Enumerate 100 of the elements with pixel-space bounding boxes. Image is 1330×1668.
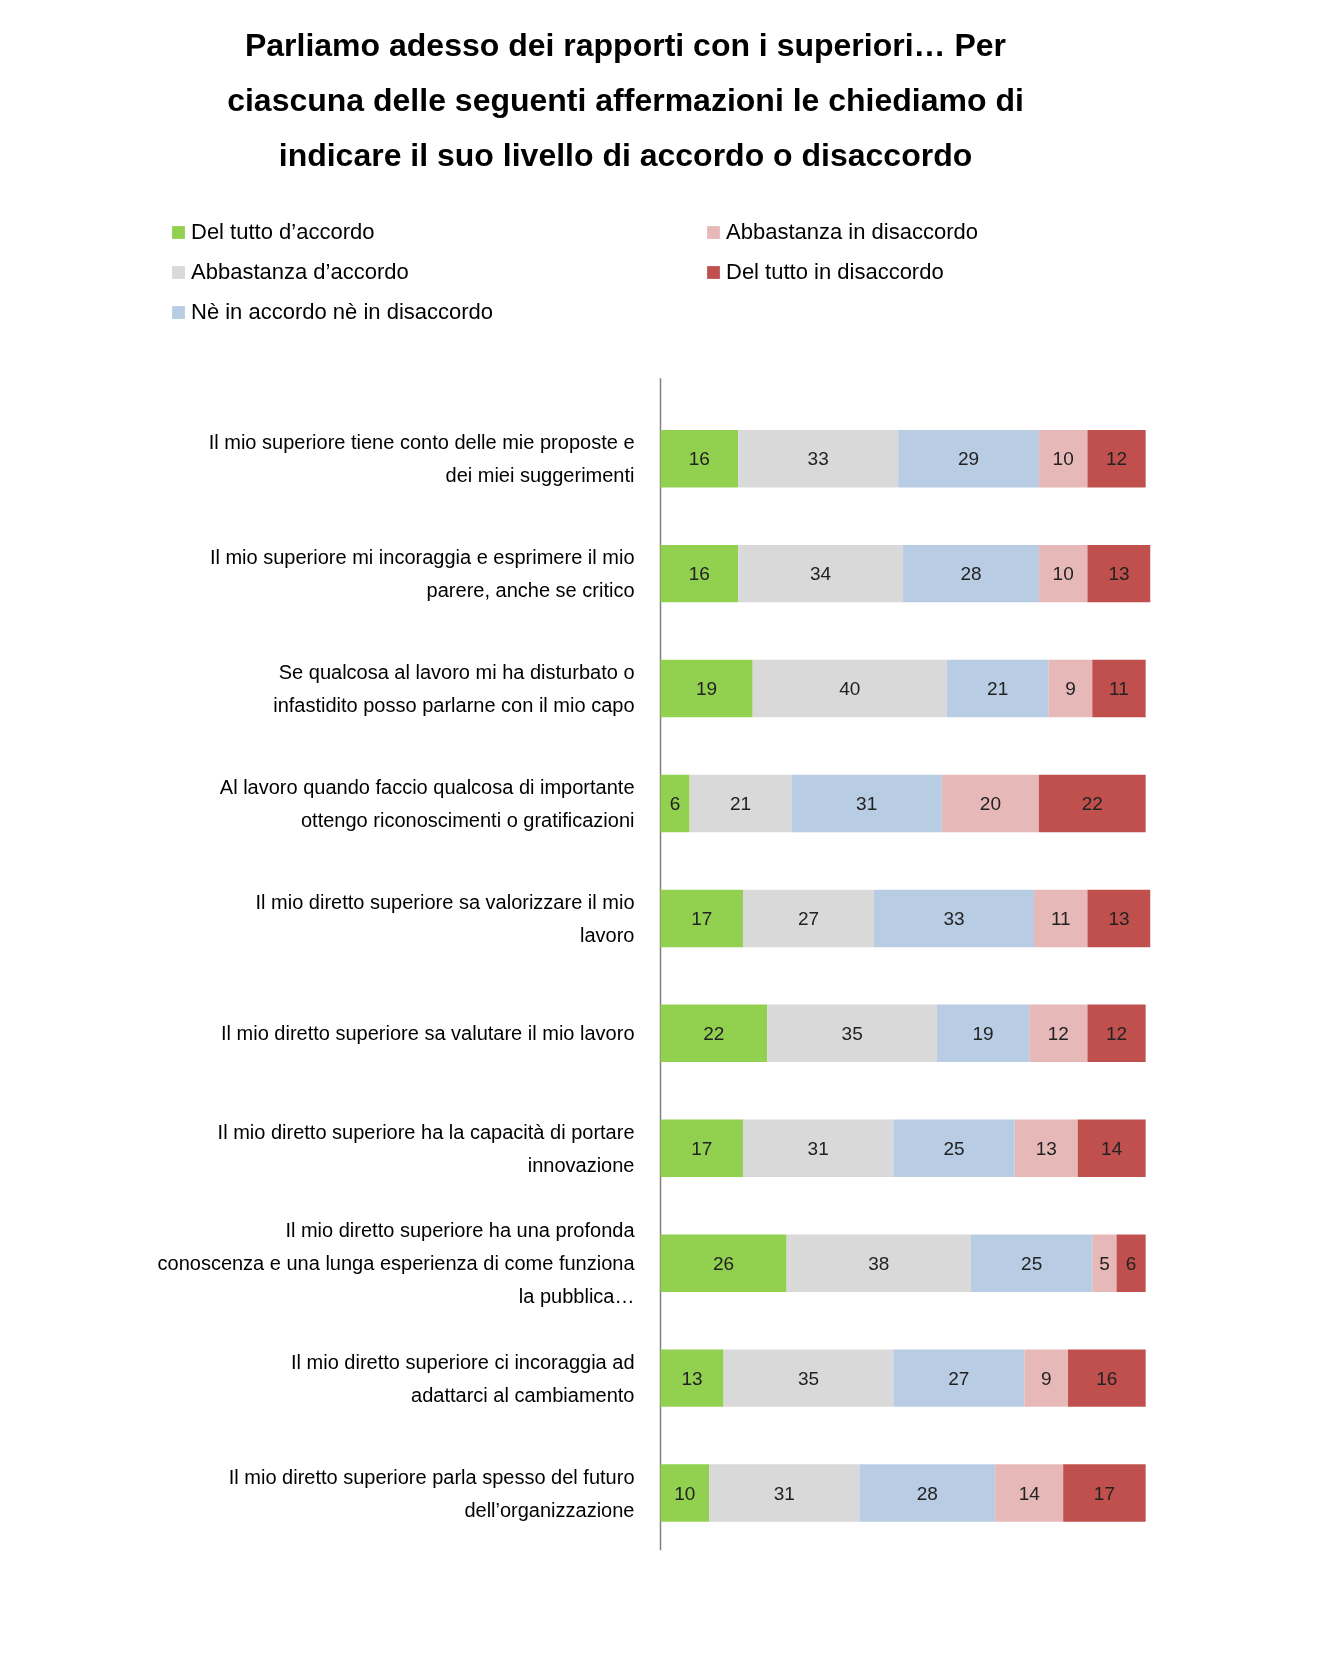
bar <box>1029 1004 1088 1063</box>
data-label: 25 <box>943 1137 965 1159</box>
data-label: 25 <box>1021 1252 1043 1274</box>
y-tick-label: Al lavoro quando faccio qualcosa di importante ottengo riconoscimenti o gratificazioni <box>219 775 635 831</box>
bar <box>723 1349 894 1407</box>
data-label: 35 <box>797 1367 820 1389</box>
bar <box>1087 544 1151 603</box>
data-label: 11 <box>1109 678 1129 700</box>
data-label: 9 <box>1065 678 1076 700</box>
data-label: 9 <box>1040 1367 1052 1389</box>
data-label: 13 <box>1108 563 1130 585</box>
bar <box>786 1234 971 1292</box>
data-label: 22 <box>703 1022 725 1044</box>
data-label: 31 <box>773 1482 795 1504</box>
y-tick-label: Il mio diretto superiore sa valutare il mio lavoro <box>220 1022 635 1045</box>
bar <box>893 1349 1025 1407</box>
bar <box>1087 429 1146 488</box>
bar <box>1077 1119 1146 1177</box>
y-tick-label: Il mio diretto superiore sa valorizzare il mio lavoro <box>255 890 635 946</box>
bar <box>941 774 1039 833</box>
bar <box>873 889 1035 948</box>
bar <box>709 1464 860 1522</box>
bar <box>859 1464 996 1522</box>
data-label: 21 <box>729 792 752 814</box>
data-label: 17 <box>691 907 713 929</box>
bar <box>903 544 1039 603</box>
data-label: 11 <box>1050 907 1071 929</box>
data-label: 19 <box>972 1022 994 1044</box>
data-label: 28 <box>960 563 982 585</box>
legend-label: Abbastanza d’accordo <box>191 259 410 285</box>
legend-label: Del tutto d’accordo <box>191 219 376 245</box>
data-label: 17 <box>1093 1482 1115 1504</box>
bar <box>893 1119 1015 1177</box>
bar <box>660 774 690 833</box>
data-label: 6 <box>1125 1252 1137 1274</box>
bar <box>1092 659 1146 718</box>
data-label: 12 <box>1105 1022 1128 1044</box>
data-label: 10 <box>1052 563 1074 585</box>
bar <box>660 659 753 718</box>
legend-label: Nè in accordo nè in disaccordo <box>191 299 495 325</box>
bar <box>1038 429 1088 488</box>
data-label: 13 <box>1108 907 1130 929</box>
data-label: 26 <box>713 1252 735 1274</box>
bar <box>1068 1349 1146 1407</box>
data-label: 16 <box>688 448 710 470</box>
bar <box>660 544 739 603</box>
data-label: 20 <box>979 792 1001 814</box>
bar <box>660 1004 768 1063</box>
y-tick-label: Il mio superiore mi incoraggia e esprimere il mio parere, anche se critico <box>209 546 635 602</box>
data-label: 28 <box>916 1482 938 1504</box>
bar <box>1087 889 1151 948</box>
bar <box>1038 544 1088 603</box>
data-label: 17 <box>691 1137 713 1159</box>
bar <box>742 889 874 948</box>
bar <box>752 659 947 718</box>
bar <box>1034 889 1088 948</box>
data-label: 12 <box>1047 1022 1069 1044</box>
bar <box>738 429 899 488</box>
data-label: 21 <box>987 678 1009 700</box>
y-tick-label: Il mio diretto superiore parla spesso del futuro dell’organizzazione <box>228 1465 635 1521</box>
bar <box>689 774 792 833</box>
bar <box>660 1349 724 1407</box>
bar <box>995 1464 1064 1522</box>
bar <box>767 1004 938 1063</box>
data-label: 14 <box>1018 1482 1041 1504</box>
bar <box>946 659 1049 718</box>
data-label: 38 <box>868 1252 890 1274</box>
data-label: 16 <box>688 563 710 585</box>
y-tick-label: Se qualcosa al lavoro mi ha disturbato o infastidito posso parlarne con il mio capo <box>273 661 635 717</box>
data-label: 34 <box>810 563 832 585</box>
data-label: 31 <box>856 792 878 814</box>
y-tick-label: Il mio superiore tiene conto delle mie proposte e dei miei suggerimenti <box>208 431 635 487</box>
data-label: 27 <box>948 1367 970 1389</box>
y-tick-label: Il mio diretto superiore ci incoraggia ad adattarci al cambiamento <box>290 1350 635 1406</box>
bar <box>1092 1234 1117 1292</box>
y-tick-label: Il mio diretto superiore ha una profonda conoscenza e una lunga esperienza di come funziona la pubblica… <box>157 1219 636 1308</box>
bar <box>1014 1119 1078 1177</box>
bar <box>971 1234 1093 1292</box>
data-label: 10 <box>674 1482 696 1504</box>
data-label: 10 <box>1052 448 1074 470</box>
bar <box>742 1119 894 1177</box>
bar <box>1087 1004 1146 1063</box>
data-label: 16 <box>1096 1367 1118 1389</box>
bar <box>1116 1234 1146 1292</box>
bar <box>660 429 739 488</box>
bar <box>660 1464 710 1522</box>
y-tick-label: Il mio diretto superiore ha la capacità di portare innovazione <box>217 1120 635 1176</box>
data-label: 40 <box>839 678 861 700</box>
data-label: 22 <box>1081 792 1103 814</box>
bar <box>660 889 743 948</box>
bar <box>738 544 904 603</box>
data-label: 13 <box>681 1367 703 1389</box>
data-label: 19 <box>696 678 718 700</box>
bar <box>1063 1464 1146 1522</box>
bar <box>898 429 1039 488</box>
data-label: 27 <box>797 907 820 929</box>
data-label: 5 <box>1099 1252 1110 1274</box>
bar <box>1024 1349 1069 1407</box>
data-label: 35 <box>841 1022 863 1044</box>
bar <box>660 1234 787 1292</box>
